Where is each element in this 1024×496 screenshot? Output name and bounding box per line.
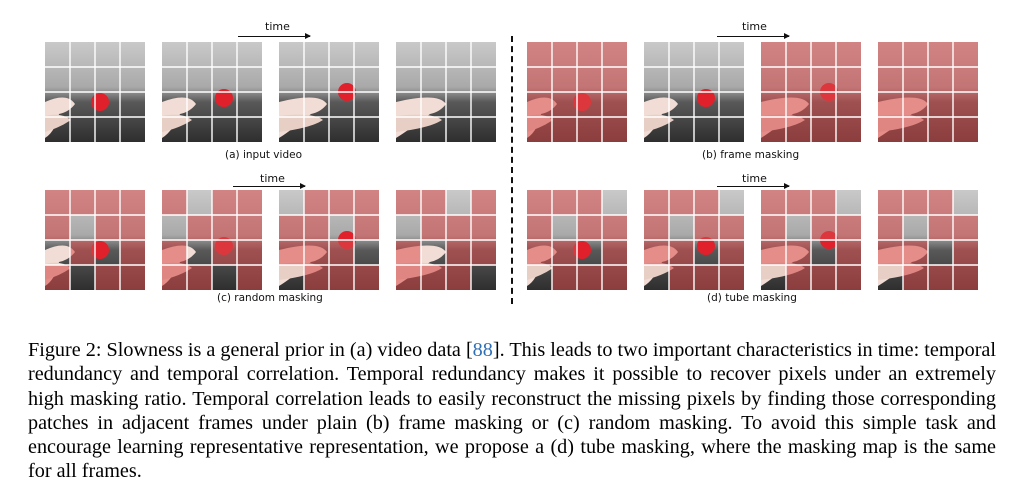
panel-tube-masking: time (d) tube masking — [527, 168, 1007, 304]
figure: time (a) input video time (b) frame mask… — [45, 20, 1007, 304]
video-frame — [644, 42, 744, 142]
video-frame — [761, 190, 861, 290]
video-frame — [527, 190, 627, 290]
video-frame-tile — [396, 42, 496, 142]
video-frame — [878, 42, 978, 142]
frame-strip — [45, 42, 525, 142]
video-frame — [279, 190, 379, 290]
video-frame — [644, 190, 744, 290]
caption-text: Figure 2: Slowness is a general prior in… — [28, 339, 473, 362]
video-frame-tile — [644, 190, 744, 290]
video-frame-tile — [396, 190, 496, 290]
video-frame — [396, 190, 496, 290]
video-frame-tile — [45, 42, 145, 142]
video-frame — [45, 190, 145, 290]
panel-frame-masking: time (b) frame masking — [527, 20, 1007, 161]
video-frame — [878, 190, 978, 290]
video-frame-tile — [878, 190, 978, 290]
panel-caption: (a) input video — [225, 149, 302, 161]
video-frame-tile — [279, 190, 379, 290]
video-frame-tile — [761, 42, 861, 142]
video-frame-tile — [527, 190, 627, 290]
video-frame — [45, 42, 145, 142]
panel-random-masking: time (c) random masking — [45, 168, 525, 304]
video-frame-tile — [644, 42, 744, 142]
citation-link[interactable]: 88 — [472, 339, 493, 362]
frame-strip — [45, 190, 525, 290]
caption-text: ]. This leads to two important character… — [28, 339, 996, 483]
video-frame — [279, 42, 379, 142]
video-frame-tile — [761, 190, 861, 290]
time-label: time — [742, 172, 767, 185]
time-arrow — [238, 33, 311, 39]
time-label: time — [265, 20, 290, 33]
time-arrow — [717, 33, 790, 39]
panel-input-video: time (a) input video — [45, 20, 525, 161]
panel-caption: (d) tube masking — [707, 292, 797, 304]
panel-caption: (c) random masking — [217, 292, 323, 304]
panel-caption: (b) frame masking — [702, 149, 800, 161]
time-label: time — [260, 172, 285, 185]
video-frame — [162, 190, 262, 290]
video-frame-tile — [878, 42, 978, 142]
video-frame-tile — [162, 190, 262, 290]
video-frame — [396, 42, 496, 142]
video-frame-tile — [162, 42, 262, 142]
frame-strip — [527, 42, 1007, 142]
time-arrow — [233, 183, 306, 189]
video-frame-tile — [45, 190, 145, 290]
video-frame-tile — [279, 42, 379, 142]
time-arrow — [717, 183, 790, 189]
frame-strip — [527, 190, 1007, 290]
dashed-divider — [511, 36, 513, 304]
video-frame-tile — [527, 42, 627, 142]
video-frame — [162, 42, 262, 142]
time-label: time — [742, 20, 767, 33]
video-frame — [527, 42, 627, 142]
figure-caption: Figure 2: Slowness is a general prior in… — [28, 338, 996, 483]
video-frame — [761, 42, 861, 142]
